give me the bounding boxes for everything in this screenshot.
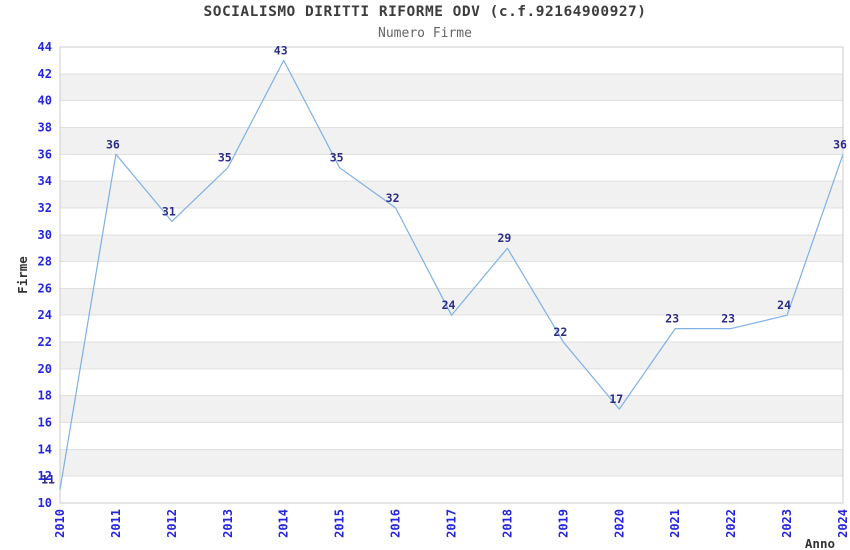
grid-band (59, 73, 844, 102)
grid-band (59, 395, 844, 424)
grid-band (59, 126, 844, 155)
chart-title: SOCIALISMO DIRITTI RIFORME ODV (c.f.9216… (203, 4, 647, 20)
series-line (59, 59, 844, 490)
data-label: 35 (330, 151, 344, 165)
x-tick-label: 2013 (221, 509, 235, 538)
x-axis-title: Anno (805, 536, 835, 550)
data-label: 24 (777, 298, 791, 312)
y-axis-title: Firme (15, 256, 30, 294)
x-tick-label: 2020 (612, 509, 626, 538)
x-tick-label: 2011 (109, 509, 123, 538)
y-tick-label: 14 (38, 442, 52, 456)
x-tick-label: 2019 (556, 509, 570, 538)
data-label: 31 (162, 204, 176, 218)
grid-bands (59, 73, 844, 477)
data-label: 23 (665, 312, 679, 326)
y-tick-label: 38 (38, 120, 52, 134)
x-tick-labels: 2010 2011 2012 2013 2014 2015 2016 2017 2018 2019… (53, 509, 850, 538)
y-tick-label: 10 (38, 496, 52, 510)
data-label: 36 (833, 137, 847, 151)
data-label: 11 (41, 473, 55, 487)
data-labels: 11 36 31 35 43 35 32 24 29 22 17 23 23 24 36 (41, 43, 847, 486)
y-tick-label: 18 (38, 389, 52, 403)
y-tick-label: 30 (38, 228, 52, 242)
y-tick-label: 34 (38, 174, 52, 188)
x-tick-label: 2023 (780, 509, 794, 538)
y-tick-label: 44 (38, 40, 52, 54)
data-label: 17 (609, 392, 623, 406)
data-label: 36 (106, 137, 120, 151)
data-label: 22 (553, 325, 567, 339)
x-tick-label: 2018 (500, 509, 514, 538)
y-tick-label: 28 (38, 255, 52, 269)
x-tick-label: 2015 (333, 509, 347, 538)
chart-subtitle: Numero Firme (378, 26, 472, 41)
grid-band (59, 287, 844, 316)
x-tick-label: 2022 (724, 509, 738, 538)
x-tick-label: 2014 (277, 509, 291, 538)
grid-band (59, 234, 844, 263)
x-tick-label: 2021 (668, 509, 682, 538)
data-label: 32 (386, 191, 400, 205)
x-tick-label: 2016 (389, 509, 403, 538)
x-tick-label: 2024 (836, 509, 850, 538)
y-tick-labels: 10 12 14 16 18 20 22 24 26 28 30 32 34 36 38 40 42 44 (38, 40, 52, 510)
y-tick-label: 32 (38, 201, 52, 215)
grid-band (59, 341, 844, 370)
y-tick-label: 42 (38, 67, 52, 81)
y-tick-label: 40 (38, 94, 52, 108)
y-tick-label: 22 (38, 335, 52, 349)
y-tick-label: 12 (38, 469, 52, 483)
y-tick-label: 20 (38, 362, 52, 376)
plot-border (59, 46, 844, 504)
y-tick-label: 16 (38, 416, 52, 430)
x-tick-label: 2012 (165, 509, 179, 538)
y-tick-label: 26 (38, 281, 52, 295)
x-tick-label: 2017 (445, 509, 459, 538)
y-tick-label: 36 (38, 147, 52, 161)
data-label: 43 (274, 43, 288, 57)
grid-band (59, 180, 844, 209)
data-label: 35 (218, 151, 232, 165)
grid-band (59, 448, 844, 477)
data-label: 29 (497, 231, 511, 245)
data-label: 23 (721, 312, 735, 326)
data-label: 24 (442, 298, 456, 312)
x-tick-label: 2010 (53, 509, 67, 538)
y-tick-label: 24 (38, 308, 52, 322)
